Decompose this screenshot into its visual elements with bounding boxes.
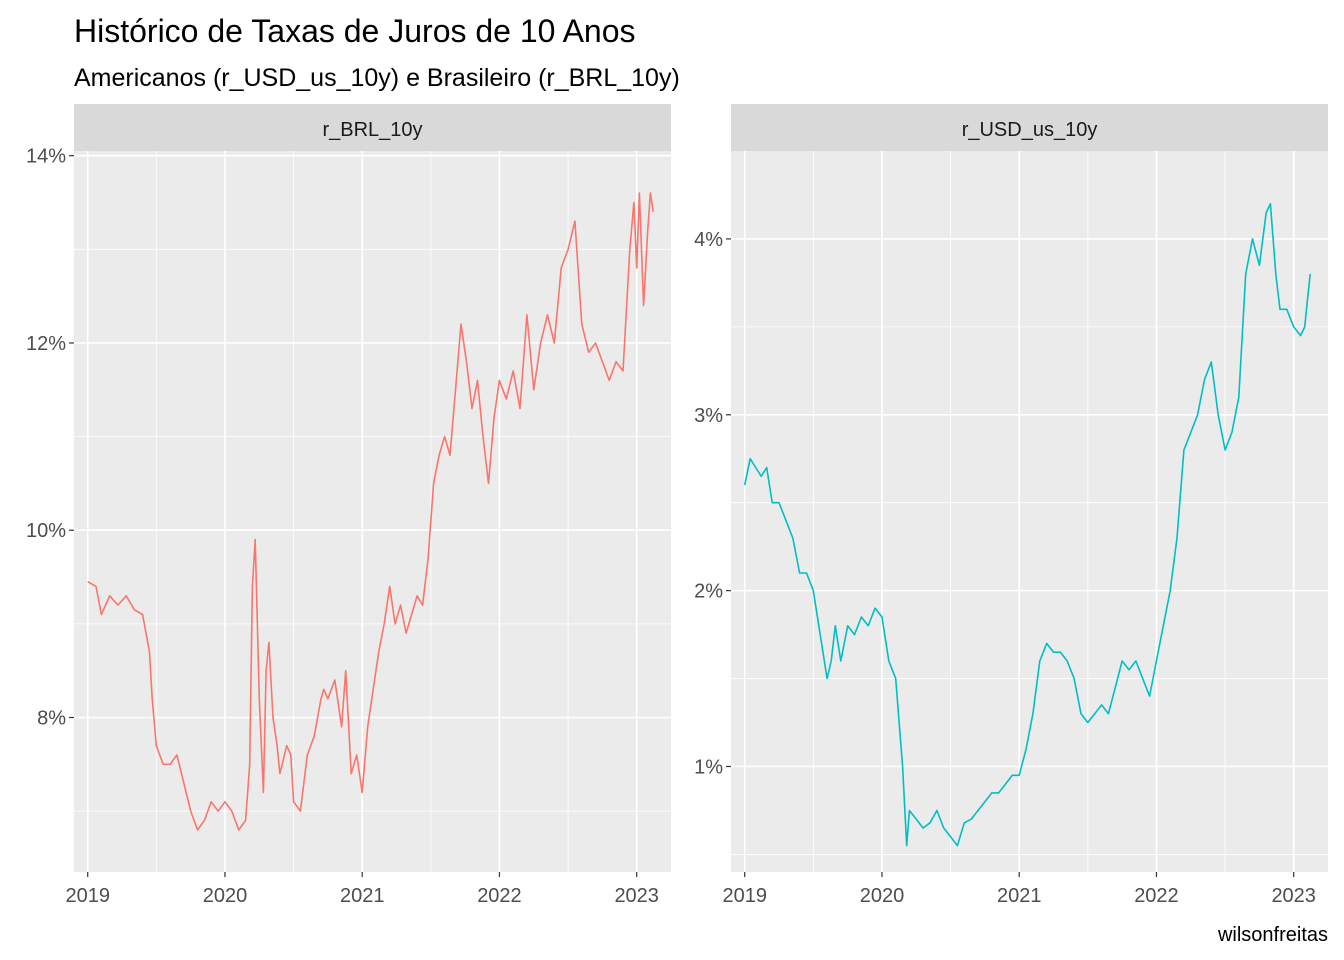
- y-tick-label: 14%: [26, 146, 66, 168]
- chart-caption: wilsonfreitas: [1217, 924, 1328, 946]
- x-axis: 2019 2020 2021 2022 2023: [722, 872, 1316, 907]
- series-line-brl: [87, 192, 654, 831]
- x-tick-label: 2021: [340, 885, 385, 907]
- x-tick-label: 2019: [722, 885, 767, 907]
- facet-panel-usd: r_USD_us_10y 1%2%3%4% 2019 2020 2021 2022 20…: [694, 104, 1328, 907]
- facet-panel-brl: r_BRL_10y 8%10%12%14% 2019 2020 2021 2022 20…: [26, 104, 671, 907]
- gridlines: [731, 151, 1328, 872]
- facet-strip: [731, 104, 1328, 151]
- y-tick-label: 12%: [26, 333, 66, 355]
- chart-subtitle: Americanos (r_USD_us_10y) e Brasileiro (…: [74, 64, 680, 92]
- y-tick-label: 1%: [694, 756, 723, 778]
- y-tick-label: 8%: [37, 708, 66, 730]
- y-tick-label: 4%: [694, 229, 723, 251]
- series-line-usd: [743, 203, 1311, 847]
- y-tick-label: 2%: [694, 581, 723, 603]
- y-axis: 8% 10% 12% 14%: [26, 146, 74, 730]
- x-tick-label: 2023: [614, 885, 659, 907]
- facet-strip-label: r_BRL_10y: [322, 119, 422, 141]
- chart-title: Histórico de Taxas de Juros de 10 Anos: [74, 13, 636, 49]
- facet-strip: [74, 104, 671, 151]
- x-axis: 2019 2020 2021 2022 2023: [65, 872, 659, 907]
- x-tick-label: 2023: [1271, 885, 1316, 907]
- plot-panel: [74, 151, 671, 872]
- x-tick-label: 2022: [1134, 885, 1179, 907]
- x-tick-label: 2020: [203, 885, 248, 907]
- x-tick-label: 2022: [477, 885, 522, 907]
- x-tick-label: 2020: [860, 885, 905, 907]
- y-tick-label: 3%: [694, 405, 723, 427]
- plot-panel: [731, 151, 1328, 872]
- y-axis: 1% 2% 3% 4%: [694, 229, 731, 778]
- x-tick-label: 2019: [65, 885, 110, 907]
- facet-strip-label: r_USD_us_10y: [962, 119, 1098, 141]
- x-tick-label: 2021: [997, 885, 1042, 907]
- y-tick-label: 10%: [26, 520, 66, 542]
